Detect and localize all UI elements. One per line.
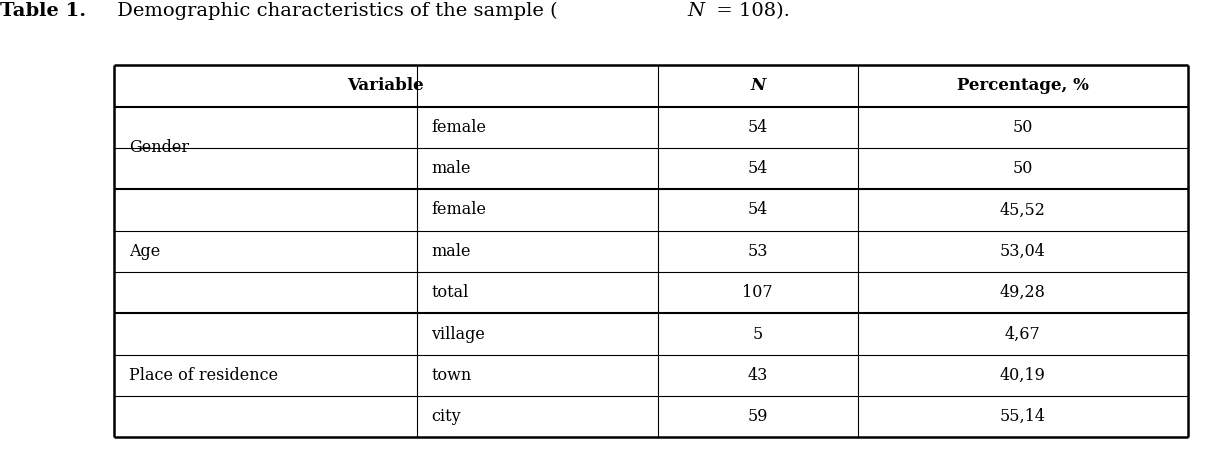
Text: female: female [431,202,486,219]
Text: 53: 53 [747,243,768,260]
Text: city: city [431,408,461,425]
Text: = 108).: = 108). [709,2,790,20]
Text: Percentage, %: Percentage, % [957,77,1089,94]
Text: Table 1.: Table 1. [0,2,86,20]
Text: 43: 43 [747,367,768,384]
Text: Variable: Variable [348,77,424,94]
Text: total: total [431,284,469,301]
Text: N: N [750,77,766,94]
Text: female: female [431,119,486,136]
Text: Age: Age [129,243,160,260]
Text: town: town [431,367,472,384]
Text: 54: 54 [747,160,768,177]
Text: 59: 59 [747,408,768,425]
Text: male: male [431,243,470,260]
Text: 50: 50 [1013,160,1033,177]
Text: village: village [431,325,485,342]
Text: Gender: Gender [129,140,189,157]
Text: 54: 54 [747,119,768,136]
Text: 40,19: 40,19 [1000,367,1046,384]
Text: 55,14: 55,14 [1000,408,1046,425]
Text: 54: 54 [747,202,768,219]
Text: 53,04: 53,04 [1000,243,1046,260]
Text: 5: 5 [752,325,763,342]
Text: 50: 50 [1013,119,1033,136]
Text: N: N [687,2,704,20]
Text: male: male [431,160,470,177]
Text: Place of residence: Place of residence [129,367,278,384]
Text: 45,52: 45,52 [1000,202,1046,219]
Text: 107: 107 [742,284,773,301]
Text: Demographic characteristics of the sample (: Demographic characteristics of the sampl… [111,2,557,20]
Text: 4,67: 4,67 [1004,325,1041,342]
Text: 49,28: 49,28 [1000,284,1046,301]
